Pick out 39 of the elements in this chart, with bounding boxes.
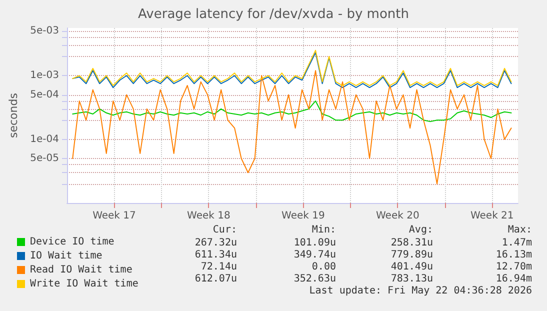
text: 12.70m <box>496 262 532 272</box>
text: 16.94m <box>496 274 532 284</box>
legend-label: Read IO Wait time <box>30 264 132 276</box>
y-tick-label: 1e-04 <box>30 134 59 145</box>
text: 1.47m <box>502 238 532 248</box>
text: Avg: <box>408 224 433 236</box>
text: 779.89u <box>390 250 433 260</box>
x-tick-label: Week 18 <box>187 210 230 222</box>
text: 611.34u <box>194 250 237 260</box>
y-tick-label: 5e-03 <box>30 26 59 37</box>
text: Min: <box>312 224 336 236</box>
line-series <box>72 70 512 184</box>
line-series <box>72 100 512 122</box>
text: 783.13u <box>390 274 433 284</box>
x-tick-label: Week 20 <box>376 210 420 222</box>
x-tick-label: Week 21 <box>470 210 514 222</box>
text: 72.14u <box>200 262 237 272</box>
text: 16.13m <box>496 250 532 260</box>
x-tick-label: Week 17 <box>92 210 136 222</box>
legend-label: Write IO Wait time <box>30 278 138 290</box>
text: Max: <box>508 224 532 236</box>
chart-title: Average latency for /dev/xvda - by month <box>138 7 409 22</box>
text: 267.32u <box>194 238 237 248</box>
text: 612.07u <box>194 274 237 284</box>
x-tick-label: Week 19 <box>282 210 325 222</box>
y-tick-label: 5e-04 <box>30 89 59 100</box>
y-tick-label: 1e-03 <box>30 70 59 82</box>
text: 0.00 <box>312 262 336 272</box>
text: 401.49u <box>390 262 433 272</box>
text: 352.63u <box>294 274 336 284</box>
text: Cur: <box>212 224 237 236</box>
text: 101.09u <box>294 238 336 248</box>
legend-label: IO Wait time <box>30 250 102 262</box>
legend-label: Device IO time <box>30 236 114 248</box>
text: 349.74u <box>294 250 336 260</box>
text: 258.31u <box>390 238 433 248</box>
y-axis-title: seconds <box>7 92 20 138</box>
text: Last update: Fri May 22 04:36:28 2026 <box>309 286 532 296</box>
y-tick-label: 5e-05 <box>30 152 59 164</box>
